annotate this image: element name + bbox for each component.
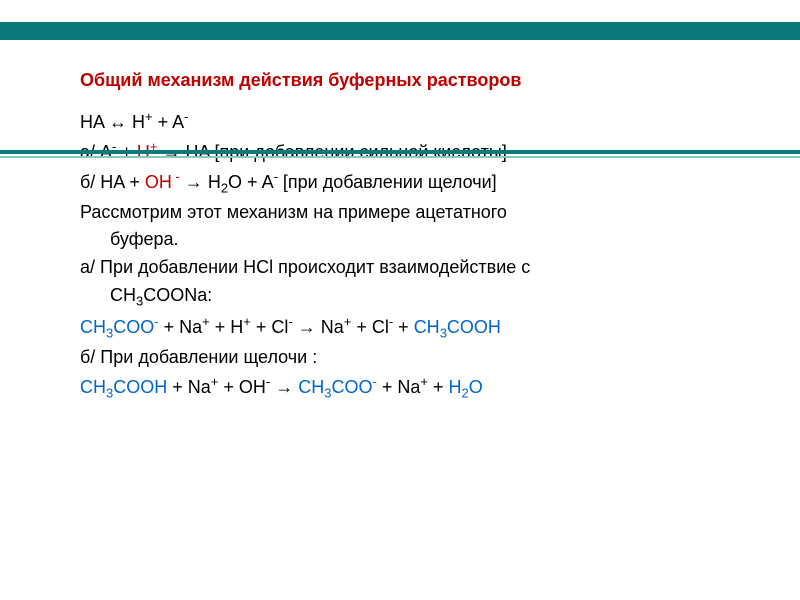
e3-nas2: + [420,374,428,389]
lb-h2o: H [208,172,221,192]
line-d2: CH3COONa: [80,282,750,312]
e3-p4: + [428,377,449,397]
e2-cooh: COOH [447,317,501,337]
equation-1: HA ↔ H+ + A- [80,107,750,137]
line-c: Рассмотрим этот механизм на примере ацет… [80,199,750,227]
lb-oh: OH [145,172,172,192]
ld2-rest: COONa: [143,285,212,305]
lb-o: O + A [228,172,274,192]
lb-note: [при добавлении щелочи] [278,172,497,192]
equation-3: CH3COOH + Na+ + OH- → CH3COO- + Na+ + H2… [80,372,750,404]
e2-na2: Na [321,317,344,337]
slide-title: Общий механизм действия буферных раствор… [50,70,750,91]
e3-p1: + Na [167,377,211,397]
ld2-ch: CH [110,285,136,305]
eq1-plus: + A [153,112,185,132]
lb-two: 2 [221,180,228,195]
eq1-lhs: HA [80,112,109,132]
e3-h: H [448,377,461,397]
line-d: а/ При добавлении HCl происходит взаимод… [80,254,750,282]
e3-ch: CH [80,377,106,397]
e2-p5: + [393,317,414,337]
e2-p1: + Na [159,317,203,337]
e2-ch: CH [80,317,106,337]
e2-3b: 3 [440,326,447,341]
line-e: б/ При добавлении щелочи : [80,344,750,372]
eq1-asup: - [184,109,188,124]
eq1-h: H [127,112,145,132]
lb-ohsup: - [172,169,180,184]
e2-nas1: + [202,314,210,329]
line-c2: буфера. [80,226,750,254]
top-bar [0,22,800,40]
line-b: б/ HA + OH - → H2O + A- [при добавлении … [80,167,750,199]
e3-p2: + OH [218,377,266,397]
e2-p3: + Cl [251,317,289,337]
e2-ch2: CH [414,317,440,337]
e3-p3: + Na [377,377,421,397]
e3-cooh: COOH [113,377,167,397]
eq1-arrow: ↔ [109,112,127,132]
e3-two: 2 [461,385,468,400]
lb-arr: → [180,172,208,192]
e2-p4: + Cl [351,317,389,337]
e2-hs: + [243,314,251,329]
divider-top [0,150,800,154]
slide: Общий механизм действия буферных раствор… [0,0,800,600]
e3-coo: COO [331,377,372,397]
e2-coo: COO [113,317,154,337]
e2-p2: + H [210,317,244,337]
e2-arr: → [293,317,321,337]
e3-arr: → [270,377,298,397]
lb-prefix: б/ HA + [80,172,145,192]
equation-2: CH3COO- + Na+ + H+ + Cl- → Na+ + Cl- + C… [80,312,750,344]
divider-bottom [0,156,800,158]
e3-ch2: CH [298,377,324,397]
eq1-hsup: + [145,109,153,124]
e3-o: O [469,377,483,397]
